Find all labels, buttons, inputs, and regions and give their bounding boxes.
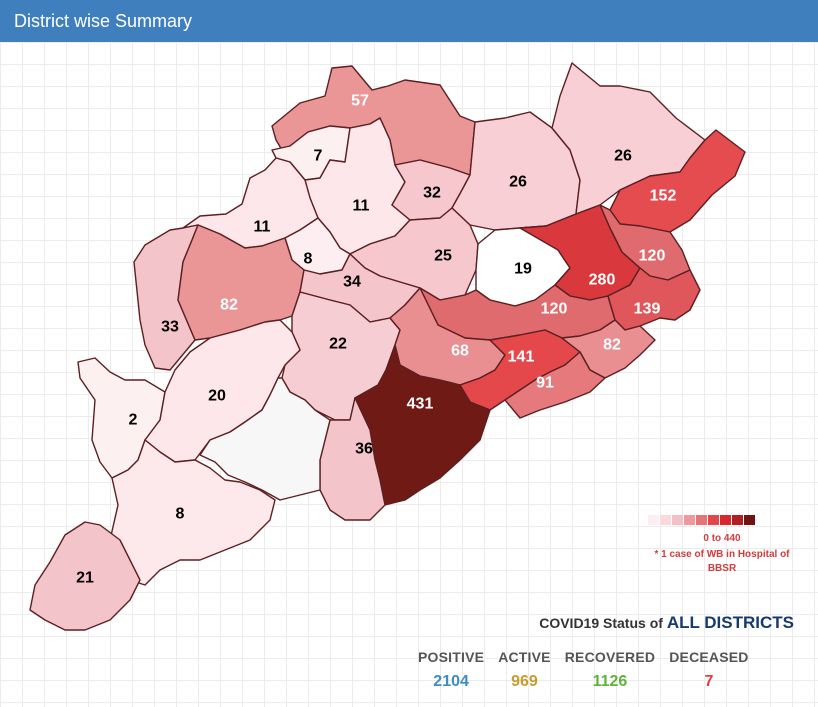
- legend-swatch: [708, 515, 719, 525]
- status-title: COVID19 Status of ALL DISTRICTS: [539, 613, 794, 633]
- status-title-accent: ALL DISTRICTS: [666, 613, 794, 632]
- district-region[interactable]: [504, 351, 606, 419]
- stat-label: RECOVERED: [564, 649, 656, 665]
- panel-title: District wise Summary: [14, 11, 193, 31]
- stat-active: ACTIVE 969: [498, 649, 551, 691]
- panel-header: District wise Summary: [0, 0, 818, 42]
- district-region[interactable]: [29, 521, 141, 631]
- status-title-prefix: COVID19 Status of: [539, 615, 663, 631]
- legend-swatch: [672, 515, 683, 525]
- legend-swatch: [696, 515, 707, 525]
- district-region[interactable]: [199, 377, 331, 501]
- legend-swatch: [660, 515, 671, 525]
- stat-value: 969: [511, 673, 538, 690]
- legend-swatch: [648, 515, 659, 525]
- stat-value: 1126: [592, 673, 628, 690]
- legend-swatch: [684, 515, 695, 525]
- legend-note: * 1 case of WB in Hospital of BBSR: [654, 549, 790, 574]
- stat-recovered: RECOVERED 1126: [565, 649, 655, 691]
- stat-deceased: DECEASED 7: [669, 649, 748, 691]
- stat-label: ACTIVE: [498, 649, 551, 665]
- stat-value: 2104: [433, 673, 469, 690]
- legend-swatch: [720, 515, 731, 525]
- stat-value: 7: [704, 673, 714, 690]
- legend-swatch: [744, 515, 755, 525]
- stat-positive: POSITIVE 2104: [418, 649, 484, 691]
- stats-row: POSITIVE 2104 ACTIVE 969 RECOVERED 1126 …: [418, 649, 763, 691]
- stat-label: POSITIVE: [418, 649, 485, 665]
- legend-range: 0 to 440: [703, 533, 741, 544]
- legend-color-scale: [648, 515, 798, 525]
- legend-swatch: [732, 515, 743, 525]
- stat-label: DECEASED: [669, 649, 749, 665]
- map-legend: 0 to 440 * 1 case of WB in Hospital of B…: [646, 515, 798, 576]
